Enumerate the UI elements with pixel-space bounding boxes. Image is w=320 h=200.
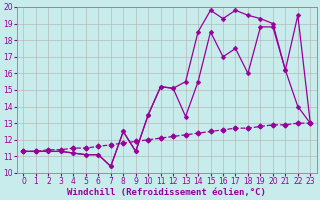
- X-axis label: Windchill (Refroidissement éolien,°C): Windchill (Refroidissement éolien,°C): [68, 188, 266, 197]
